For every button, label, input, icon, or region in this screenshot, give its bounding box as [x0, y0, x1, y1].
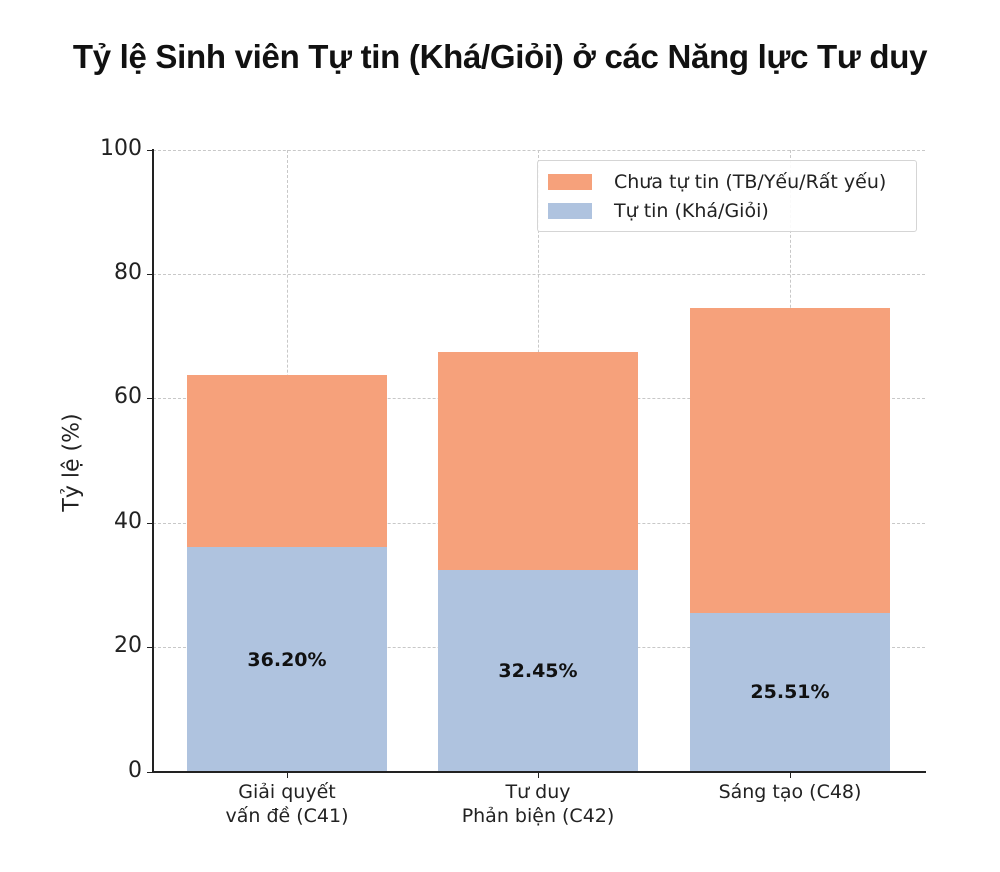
x-tick — [790, 772, 791, 778]
y-tick — [147, 398, 153, 399]
bar-c48: 25.51% — [690, 308, 890, 772]
legend-item-not-confident: Chưa tự tin (TB/Yếu/Rất yếu) — [548, 170, 886, 194]
bar-c41: 36.20% — [187, 375, 387, 772]
x-label-line1: Sáng tạo (C48) — [718, 781, 862, 803]
legend-item-confident: Tự tin (Khá/Giỏi) — [548, 199, 769, 223]
y-tick — [147, 523, 153, 524]
y-tick — [147, 150, 153, 151]
y-tick-label: 60 — [114, 384, 142, 409]
chart-title: Tỷ lệ Sinh viên Tự tin (Khá/Giỏi) ở các … — [72, 38, 928, 75]
x-tick-label-c41: Giải quyết vấn đề (C41) — [177, 780, 397, 828]
x-label-line1: Giải quyết — [238, 781, 336, 803]
gridline-80 — [153, 274, 925, 275]
x-label-line1: Tư duy — [505, 781, 571, 803]
y-tick — [147, 647, 153, 648]
y-axis-line — [152, 149, 154, 773]
y-tick — [147, 274, 153, 275]
x-tick-label-c42: Tư duy Phản biện (C42) — [428, 780, 648, 828]
y-tick — [147, 772, 153, 773]
bar-segment-confident — [187, 547, 387, 772]
data-label: 25.51% — [750, 681, 830, 703]
x-tick — [287, 772, 288, 778]
bar-segment-confident — [690, 613, 890, 772]
bar-segment-confident — [438, 570, 638, 772]
legend-label: Tự tin (Khá/Giỏi) — [614, 200, 769, 222]
y-tick-label: 100 — [100, 136, 142, 161]
x-axis-line — [152, 771, 926, 773]
x-label-line2: Phản biện (C42) — [461, 805, 615, 827]
x-tick-label-c48: Sáng tạo (C48) — [680, 780, 900, 804]
legend-swatch-blue — [548, 203, 592, 219]
y-tick-label: 80 — [114, 260, 142, 285]
bar-segment-not-confident — [187, 375, 387, 547]
x-tick — [538, 772, 539, 778]
gridline-100 — [153, 150, 925, 151]
bar-segment-not-confident — [690, 308, 890, 613]
y-tick-label: 20 — [114, 633, 142, 658]
x-label-line2: vấn đề (C41) — [225, 805, 349, 827]
bar-c42: 32.45% — [438, 352, 638, 772]
data-label: 32.45% — [498, 660, 578, 682]
data-label: 36.20% — [247, 649, 327, 671]
bar-segment-not-confident — [438, 352, 638, 570]
legend: Chưa tự tin (TB/Yếu/Rất yếu) Tự tin (Khá… — [537, 160, 917, 232]
legend-swatch-orange — [548, 174, 592, 190]
y-axis-title: Tỷ lệ (%) — [59, 413, 85, 512]
y-tick-label: 0 — [128, 758, 142, 783]
y-tick-label: 40 — [114, 509, 142, 534]
legend-label: Chưa tự tin (TB/Yếu/Rất yếu) — [614, 171, 887, 193]
